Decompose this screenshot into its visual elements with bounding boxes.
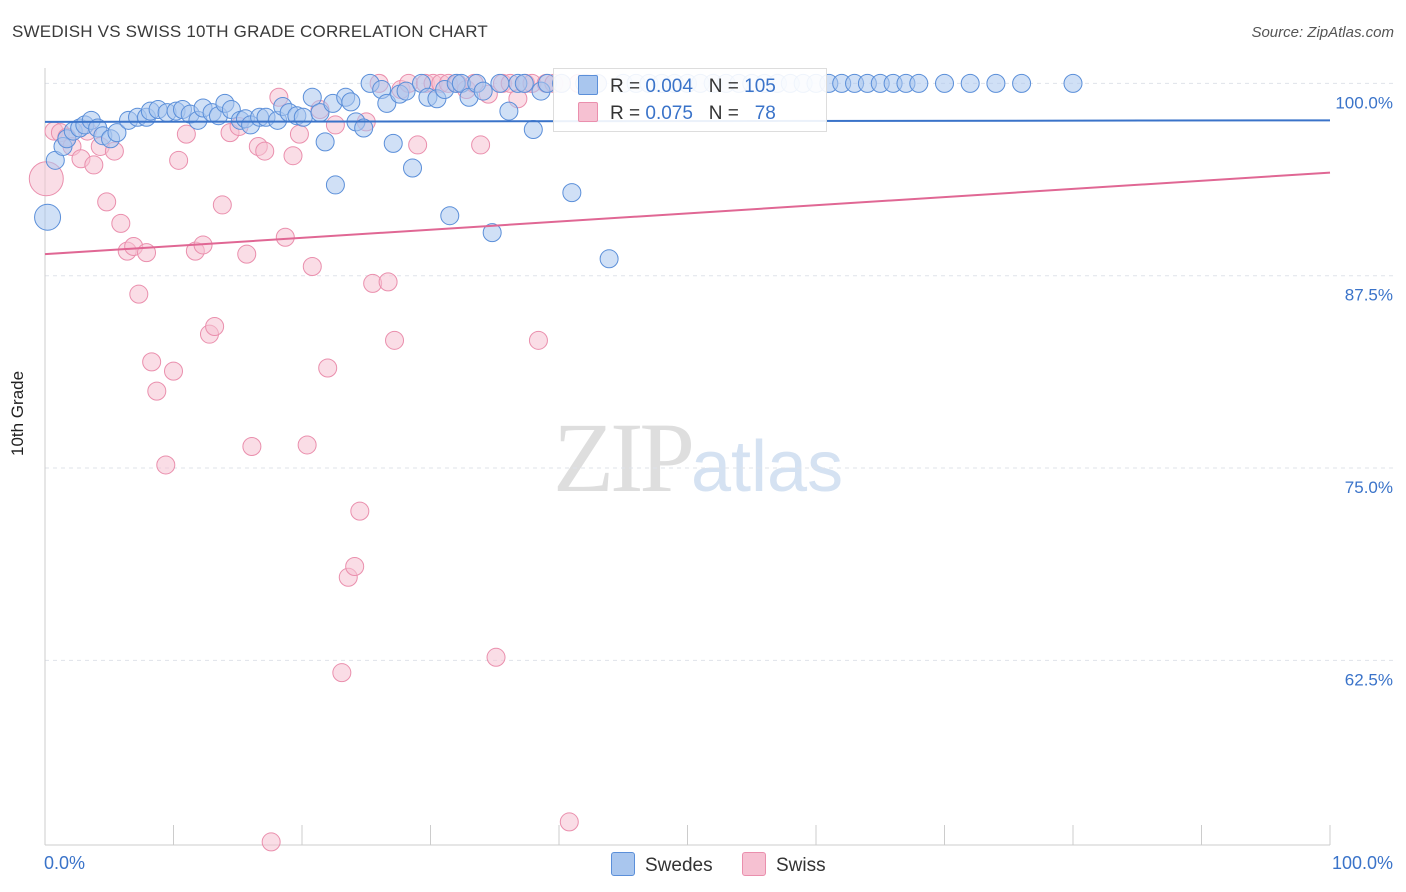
swiss-point (142, 352, 162, 372)
swedes-point (562, 183, 582, 203)
bottom-swedes-label: Swedes (645, 855, 713, 876)
swiss-point (84, 155, 104, 175)
swiss-point (255, 141, 275, 161)
swiss-r-value: 0.075 (645, 103, 693, 124)
swiss-n-label: N = (708, 103, 739, 124)
swiss-point (297, 435, 317, 455)
swedes-point (302, 87, 322, 107)
watermark-atlas: atlas (691, 427, 844, 507)
swedes-point (499, 101, 519, 121)
swiss-point (237, 244, 257, 264)
swiss-point (378, 272, 398, 292)
correlation-legend: R = 0.004 N = 105 R = 0.075 N = 78 (553, 68, 827, 132)
swedes-point (383, 133, 403, 153)
swedes-point (107, 123, 127, 143)
bottom-swiss-swatch (742, 852, 766, 876)
swiss-point (408, 135, 428, 155)
swedes-point (482, 223, 502, 243)
swiss-point (486, 647, 506, 667)
swedes-point (293, 107, 313, 127)
legend-row-swedes: R = 0.004 N = 105 (578, 75, 776, 99)
swedes-point (490, 73, 510, 93)
swedes-point (523, 120, 543, 140)
swedes-point (986, 73, 1006, 93)
swedes-point (315, 132, 335, 152)
swedes-point (396, 81, 416, 101)
swedes-point (377, 93, 397, 113)
swiss-r-label: R = (610, 103, 641, 124)
swiss-point (176, 124, 196, 144)
swiss-point (283, 146, 303, 166)
swiss-point (164, 361, 183, 381)
swiss-point (345, 557, 365, 577)
x-tick-label-max: 100.0% (1332, 853, 1393, 873)
swedes-point (34, 203, 62, 231)
swiss-point (242, 436, 262, 456)
swedes-r-value: 0.004 (645, 76, 693, 97)
source-label: Source: ZipAtlas.com (1251, 24, 1394, 41)
swedes-point (514, 73, 534, 93)
swiss-point (528, 330, 548, 350)
swedes-point (960, 73, 980, 93)
swiss-point (156, 455, 176, 475)
swiss-point (302, 256, 322, 276)
swiss-point (97, 192, 117, 212)
swedes-r-label: R = (610, 76, 641, 97)
swedes-point (354, 118, 374, 138)
y-tick-label: 62.5% (1345, 670, 1393, 689)
swiss-point (261, 832, 281, 852)
swiss-point (111, 213, 131, 233)
swiss-n-value: 78 (754, 103, 776, 124)
swedes-point (403, 158, 423, 178)
swiss-point (147, 381, 167, 401)
bottom-legend-swedes: Swedes (611, 852, 713, 877)
swedes-point (440, 206, 460, 226)
swedes-point (473, 81, 493, 101)
watermark-zip: ZIP (553, 402, 695, 513)
swiss-point (275, 227, 295, 247)
swiss-point (289, 124, 309, 144)
swiss-point (385, 330, 405, 350)
swedes-point (325, 175, 345, 195)
bottom-swedes-swatch (611, 852, 635, 876)
y-tick-label: 87.5% (1345, 286, 1393, 305)
swedes-swatch (578, 75, 598, 95)
swedes-point (935, 73, 954, 93)
swiss-point (318, 358, 338, 378)
swiss-trend-line (44, 171, 1331, 256)
y-axis-label: 10th Grade (8, 370, 27, 456)
swiss-point (332, 663, 352, 683)
y-tick-label: 75.0% (1345, 478, 1393, 497)
swedes-point (1012, 73, 1032, 93)
swiss-swatch (578, 102, 598, 122)
x-tick-label-min: 0.0% (44, 853, 85, 873)
swiss-point (169, 150, 189, 170)
swiss-point (559, 812, 579, 832)
bottom-swiss-label: Swiss (776, 855, 826, 876)
swiss-point (325, 115, 345, 135)
swiss-point (350, 501, 370, 521)
y-tick-label: 100.0% (1335, 93, 1393, 112)
swiss-point (129, 284, 149, 304)
swedes-n-label: N = (708, 76, 739, 97)
swedes-point (909, 73, 929, 93)
bottom-legend-swiss: Swiss (742, 852, 826, 877)
swedes-point (341, 92, 361, 112)
legend-row-swiss: R = 0.075 N = 78 (578, 102, 776, 126)
swiss-point (212, 195, 232, 215)
swedes-point (599, 249, 619, 269)
swedes-n-value: 105 (744, 76, 776, 97)
swiss-point (205, 316, 225, 336)
swedes-point (1063, 73, 1083, 93)
chart-title: SWEDISH VS SWISS 10TH GRADE CORRELATION … (12, 22, 488, 41)
swiss-point (471, 135, 491, 155)
watermark: ZIPatlas (553, 400, 843, 515)
